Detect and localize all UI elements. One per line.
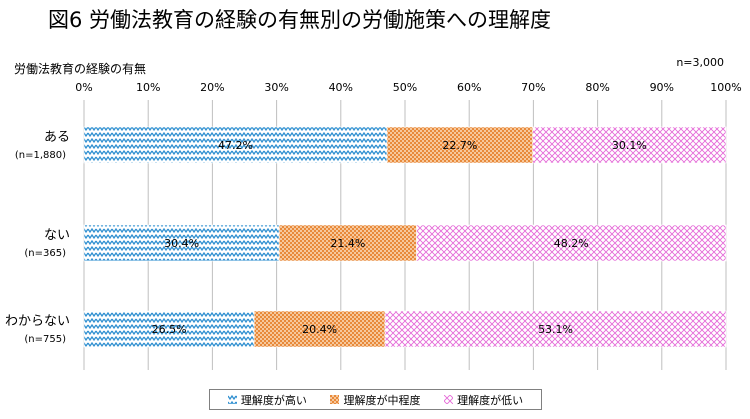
bar-segment xyxy=(83,224,280,262)
category-n-label: (n=755) xyxy=(24,334,66,345)
chart-title: 図6 労働法教育の経験の有無別の労働施策への理解度 xyxy=(48,8,552,32)
legend-label-high: 理解度が高い xyxy=(240,393,307,407)
legend-swatch-high xyxy=(227,395,237,404)
data-label: 30.1% xyxy=(612,139,647,152)
category-label: わからない xyxy=(5,314,70,329)
x-tick-label: 100% xyxy=(710,81,741,94)
bar-segment xyxy=(278,224,417,262)
x-tick-label: 80% xyxy=(585,81,609,94)
x-tick-label: 70% xyxy=(521,81,545,94)
category-n-label: (n=365) xyxy=(24,248,66,259)
legend-label-mid: 理解度が中程度 xyxy=(343,393,421,407)
category-label: ある xyxy=(44,130,70,145)
x-tick-label: 60% xyxy=(457,81,481,94)
bar-segment xyxy=(83,126,388,164)
data-label: 30.4% xyxy=(164,237,199,250)
x-tick-label: 30% xyxy=(264,81,288,94)
bar-segment xyxy=(532,126,727,164)
category-n-label: (n=1,880) xyxy=(15,150,66,161)
bar-segment xyxy=(253,310,386,348)
bar-segment xyxy=(416,224,727,262)
data-label: 22.7% xyxy=(442,139,477,152)
x-tick-label: 10% xyxy=(136,81,160,94)
bar-segment xyxy=(386,126,534,164)
legend-item-high: 理解度が高い xyxy=(227,392,307,408)
x-tick-label: 90% xyxy=(650,81,674,94)
data-label: 48.2% xyxy=(554,237,589,250)
legend-swatch-mid xyxy=(330,395,340,404)
data-label: 20.4% xyxy=(302,323,337,336)
x-tick-label: 0% xyxy=(75,81,92,94)
x-tick-label: 40% xyxy=(329,81,353,94)
bar-segment xyxy=(384,310,727,348)
legend-item-low: 理解度が低い xyxy=(444,392,523,408)
x-tick-label: 50% xyxy=(393,81,417,94)
sample-size-note: n=3,000 xyxy=(676,56,724,69)
legend-swatch-low xyxy=(444,395,454,404)
category-label: ない xyxy=(44,228,70,243)
axis-group-label: 労働法教育の経験の有無 xyxy=(14,62,147,76)
legend-label-low: 理解度が低い xyxy=(457,393,524,407)
data-label: 47.2% xyxy=(218,139,253,152)
legend: 理解度が高い 理解度が中程度 理解度が低い xyxy=(209,389,542,410)
data-label: 21.4% xyxy=(330,237,365,250)
data-label: 53.1% xyxy=(538,323,573,336)
data-label: 26.5% xyxy=(152,323,187,336)
legend-item-mid: 理解度が中程度 xyxy=(330,392,420,408)
x-tick-label: 20% xyxy=(200,81,224,94)
